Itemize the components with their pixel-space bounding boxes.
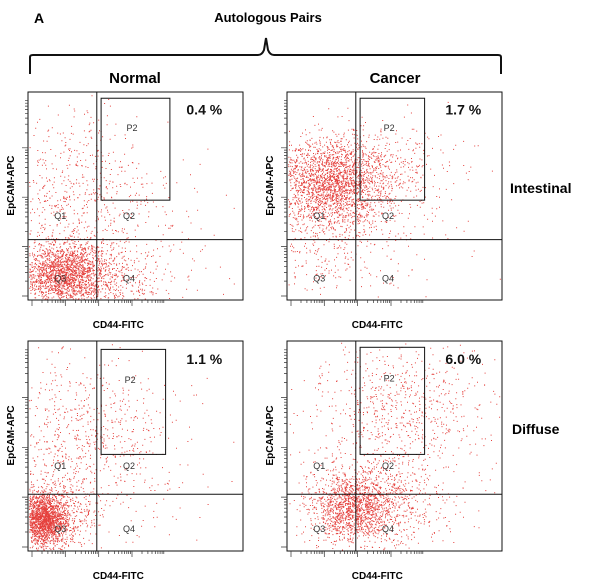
quadrant-label-q3: Q3 — [54, 273, 66, 283]
gate-p2 — [100, 97, 171, 201]
row-label-intestinal: Intestinal — [510, 180, 571, 196]
axis-ticks — [281, 100, 424, 306]
gate-p2 — [359, 97, 426, 201]
row-label-diffuse: Diffuse — [512, 421, 560, 437]
plot-frame — [286, 340, 503, 552]
quadrant-label-q4: Q4 — [382, 524, 394, 534]
column-label-cancer: Cancer — [370, 70, 421, 87]
event-dots — [29, 344, 235, 551]
quadrant-label-q2: Q2 — [123, 461, 135, 471]
x-axis-label: CD44-FITC — [352, 320, 403, 331]
quadrant-label-q3: Q3 — [313, 524, 325, 534]
quadrant-label-q4: Q4 — [123, 524, 135, 534]
quadrant-label-q1: Q1 — [54, 211, 66, 221]
quadrant-label-q2: Q2 — [382, 461, 394, 471]
gate-percentage: 0.4 % — [186, 102, 222, 118]
event-dots — [29, 95, 235, 300]
quadrant-label-q4: Q4 — [382, 273, 394, 283]
quadrant-label-q1: Q1 — [313, 211, 325, 221]
gate-label: P2 — [127, 123, 138, 133]
plot-frame — [286, 91, 503, 301]
axis-ticks — [281, 349, 424, 557]
panel-letter: A — [34, 10, 44, 26]
quadrant-label-q3: Q3 — [54, 524, 66, 534]
quadrant-label-q2: Q2 — [382, 211, 394, 221]
axis-ticks — [22, 100, 165, 306]
y-axis-label: EpCAM-APC — [6, 156, 17, 216]
gate-label: P2 — [384, 123, 395, 133]
x-axis-label: CD44-FITC — [352, 571, 403, 582]
group-brace — [29, 37, 502, 74]
gate-p2 — [100, 348, 167, 455]
gate-label: P2 — [384, 374, 395, 384]
scatter-panel-cancer-intestinal: P2 Q1 Q2 Q3 Q4 1.7 % CD44-FITC EpCAM-APC — [265, 91, 503, 331]
plot-frame — [27, 340, 244, 552]
y-axis-label: EpCAM-APC — [265, 156, 276, 216]
y-axis-label: EpCAM-APC — [265, 406, 276, 466]
quadrant-label-q1: Q1 — [54, 461, 66, 471]
scatter-panel-normal-intestinal: P2 Q1 Q2 Q3 Q4 0.4 % CD44-FITC EpCAM-APC — [6, 91, 244, 331]
gate-percentage: 6.0 % — [445, 351, 481, 367]
scatter-panel-cancer-diffuse: P2 Q1 Q2 Q3 Q4 6.0 % CD44-FITC EpCAM-APC — [265, 340, 503, 582]
quadrant-label-q2: Q2 — [123, 211, 135, 221]
gate-label: P2 — [125, 375, 136, 385]
axis-ticks — [22, 349, 165, 557]
y-axis-label: EpCAM-APC — [6, 406, 17, 466]
x-axis-label: CD44-FITC — [93, 320, 144, 331]
x-axis-label: CD44-FITC — [93, 571, 144, 582]
quadrant-label-q4: Q4 — [123, 273, 135, 283]
quadrant-label-q1: Q1 — [313, 461, 325, 471]
column-label-normal: Normal — [109, 70, 161, 87]
data-points — [29, 344, 235, 551]
scatter-panel-normal-diffuse: P2 Q1 Q2 Q3 Q4 1.1 % CD44-FITC EpCAM-APC — [6, 340, 244, 582]
quadrant-label-q3: Q3 — [313, 273, 325, 283]
data-points — [29, 95, 235, 300]
plot-frame — [27, 91, 244, 301]
gate-percentage: 1.7 % — [445, 102, 481, 118]
gate-percentage: 1.1 % — [186, 351, 222, 367]
group-title: Autologous Pairs — [214, 10, 322, 25]
gate-p2 — [359, 346, 426, 455]
